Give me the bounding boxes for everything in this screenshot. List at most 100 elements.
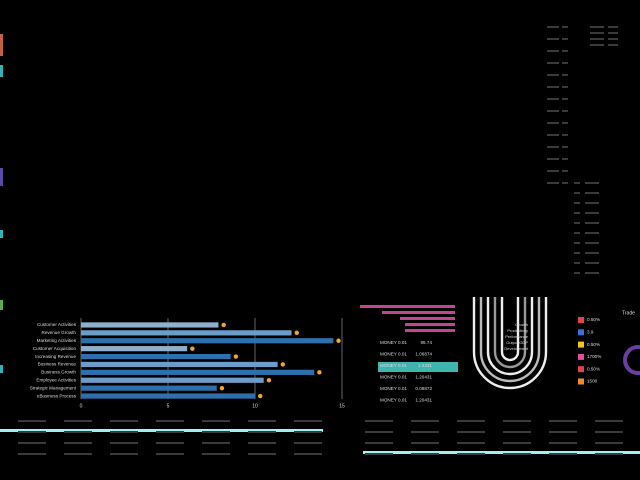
faint-text [574, 252, 580, 254]
faint-text [590, 44, 604, 46]
faint-text [562, 38, 568, 40]
faint-text [156, 453, 184, 455]
faint-text [585, 232, 599, 234]
faint-text [457, 453, 485, 455]
faint-text [590, 32, 604, 34]
legend-swatch [578, 341, 584, 348]
faint-text [574, 212, 580, 214]
faint-text [18, 453, 46, 455]
x-tick-label: 15 [339, 403, 345, 409]
faint-text [549, 431, 577, 433]
faint-text [547, 110, 559, 112]
table-label: MONEY 0.01 [380, 340, 407, 345]
faint-text [562, 110, 568, 112]
faint-text [547, 98, 559, 100]
faint-text [585, 262, 599, 264]
faint-text [503, 420, 531, 422]
x-tick-label: 10 [252, 403, 258, 409]
faint-text [457, 442, 485, 444]
table-label: MONEY 0.01 [380, 352, 407, 357]
legend-label: 0.50% [587, 366, 600, 371]
faint-text [608, 26, 618, 28]
faint-text [562, 74, 568, 76]
faint-text [411, 453, 439, 455]
faint-text [574, 262, 580, 264]
target-dot [336, 338, 341, 343]
faint-text [590, 26, 604, 28]
legend-label: 1500 [587, 379, 598, 384]
faint-text [574, 242, 580, 244]
faint-text [294, 442, 322, 444]
bar [81, 369, 315, 375]
legend-label: 0.50% [587, 342, 600, 347]
faint-text [595, 442, 623, 444]
x-tick-label: 5 [167, 403, 170, 409]
target-dot [219, 385, 225, 391]
bar [81, 346, 188, 352]
legend-swatch [578, 317, 584, 323]
faint-text [590, 38, 604, 40]
arc-label: Productivity [507, 328, 528, 333]
faint-text [503, 442, 531, 444]
teal-rules [0, 429, 640, 454]
bar [81, 330, 292, 336]
faint-text [503, 431, 531, 433]
target-dot [266, 378, 272, 383]
faint-text [156, 442, 184, 444]
target-dot [190, 346, 195, 351]
faint-text [574, 192, 580, 194]
faint-text [365, 431, 393, 433]
table-value: 1.20431 [415, 375, 432, 380]
faint-text [110, 420, 138, 422]
faint-text [608, 32, 618, 34]
table-label: MONEY 0.01 [380, 386, 407, 391]
faint-text [457, 431, 485, 433]
bar [81, 322, 219, 328]
faint-text [110, 442, 138, 444]
legend-swatch [578, 378, 584, 385]
faint-text [294, 431, 322, 433]
bar [81, 393, 255, 399]
faint-text [562, 122, 568, 124]
faint-text [547, 146, 559, 148]
faint-text [562, 50, 568, 52]
y-tick-label: Business Growth [41, 370, 76, 375]
legend-label: 3.9 [587, 330, 594, 335]
table-value: 0.06872 [415, 386, 432, 391]
faint-text [549, 420, 577, 422]
arc-label: Output GDP [506, 340, 528, 345]
faint-text [585, 182, 599, 184]
table-label: MONEY 0.01 [380, 363, 407, 368]
faint-text [64, 431, 92, 433]
faint-text [562, 134, 568, 136]
faint-text [547, 86, 559, 88]
faint-text [595, 431, 623, 433]
bar-chart: 0 5 10 15 Customer Activities Revenue Growth M… [30, 318, 345, 409]
faint-text [156, 420, 184, 422]
legend-label: 0.50% [587, 317, 600, 322]
faint-text [503, 453, 531, 455]
faint-text [547, 158, 559, 160]
donut [623, 345, 640, 375]
faint-text [365, 420, 393, 422]
target-dot [221, 322, 226, 328]
faint-text [585, 242, 599, 244]
faint-text [110, 431, 138, 433]
faint-text [365, 442, 393, 444]
faint-text [411, 431, 439, 433]
faint-text [574, 182, 580, 184]
faint-text [547, 122, 559, 124]
faint-text [110, 453, 138, 455]
faint-text [248, 453, 276, 455]
faint-text [595, 453, 623, 455]
faint-text [549, 442, 577, 444]
y-tick-label: Customer Acquisition [33, 346, 77, 351]
edge-blocks [0, 34, 3, 373]
faint-text [248, 431, 276, 433]
faint-text-blocks [18, 26, 623, 455]
faint-text [585, 192, 599, 194]
faint-text [202, 431, 230, 433]
faint-text [202, 420, 230, 422]
faint-text [574, 232, 580, 234]
